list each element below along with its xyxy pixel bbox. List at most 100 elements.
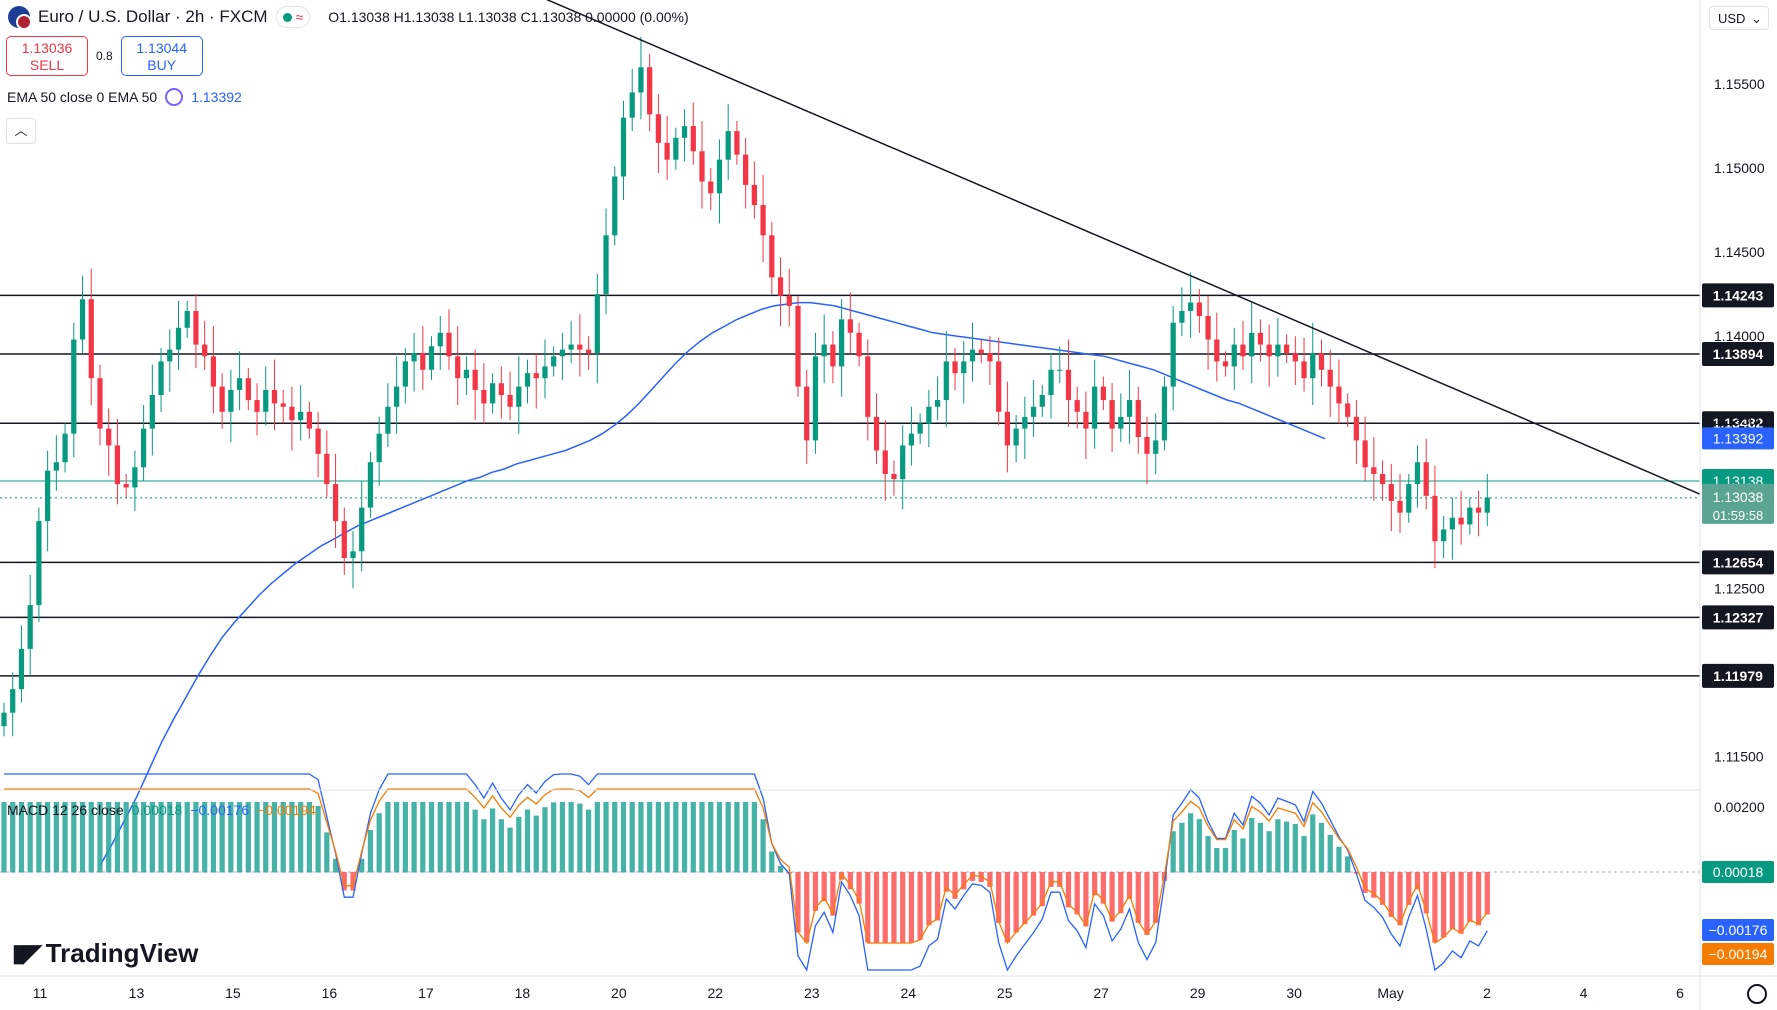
sell-price: 1.13036 <box>21 40 73 56</box>
macd-histogram-bar <box>1292 824 1298 873</box>
candle-body <box>725 131 731 160</box>
macd-histogram-bar <box>158 802 164 873</box>
candle-body <box>1249 332 1255 357</box>
macd-histogram-bar <box>542 807 548 873</box>
candle-body <box>263 389 269 412</box>
candle-body <box>856 332 862 357</box>
macd-histogram-bar <box>1 802 7 873</box>
candle-body <box>961 361 967 374</box>
ema-badge <box>1702 427 1774 450</box>
candle-body <box>996 361 1002 412</box>
candle-body <box>1170 322 1176 387</box>
candle-body <box>1039 395 1045 407</box>
candle-body <box>289 406 295 421</box>
macd-histogram-bar <box>1205 836 1211 873</box>
candle-body <box>655 114 662 143</box>
macd-histogram-bar <box>236 802 243 873</box>
candle-body <box>219 386 225 412</box>
currency-selector[interactable]: USD ⌄ <box>1709 6 1769 30</box>
macd-histogram-bar <box>36 802 42 873</box>
candle-body <box>847 319 853 333</box>
macd-histogram-bar <box>1449 872 1455 929</box>
price-tick-label: 1.14500 <box>1714 244 1765 260</box>
ema-badge-label: 1.13392 <box>1713 430 1764 446</box>
refresh-icon[interactable] <box>165 88 184 106</box>
macd-histogram-bar <box>88 802 94 873</box>
trade-panel: 1.13036 SELL 0.8 1.13044 BUY <box>6 36 203 76</box>
macd-line <box>4 773 1488 972</box>
macd-histogram-bar <box>367 830 374 873</box>
candle-body <box>1327 369 1333 387</box>
tradingview-logo[interactable]: ▮◤ TradingView <box>12 938 198 969</box>
macd-histogram-bar <box>1144 872 1150 935</box>
level-badge <box>1702 341 1774 366</box>
macd-histogram-bar <box>489 808 496 873</box>
candle-body <box>1092 386 1098 429</box>
candle-body <box>1 712 7 727</box>
candle-body <box>402 361 408 387</box>
macd-histogram-bar <box>516 816 522 873</box>
macd-histogram-bar <box>1100 872 1106 904</box>
macd-histogram-bar <box>969 872 976 881</box>
macd-histogram-bar <box>289 802 295 873</box>
macd-histogram-bar <box>638 802 644 873</box>
candle-body <box>140 428 147 468</box>
macd-histogram-bar <box>498 819 504 873</box>
macd-histogram-bar <box>402 802 408 873</box>
candle-body <box>873 416 880 451</box>
tradingview-mark-icon: ▮◤ <box>12 940 42 967</box>
macd-histogram-bar <box>917 872 923 940</box>
macd-histogram-bar <box>655 802 662 873</box>
candle-body <box>193 310 199 345</box>
macd-signal-value: −0.00194 <box>257 802 316 818</box>
macd-histogram-bar <box>27 802 33 873</box>
macd-histogram-bar <box>202 802 208 873</box>
macd-histogram-bar <box>79 802 86 873</box>
candle-body <box>1388 484 1394 501</box>
candle-body <box>1257 332 1264 345</box>
buy-button[interactable]: 1.13044 BUY <box>120 36 203 76</box>
candle-body <box>71 339 77 434</box>
macd-histogram-bar <box>45 802 51 873</box>
macd-badge <box>1702 919 1774 941</box>
candle-body <box>865 356 871 417</box>
level-badge <box>1702 663 1774 688</box>
candle-body <box>1196 302 1202 316</box>
candle-body <box>428 346 435 370</box>
candle-body <box>1414 462 1421 485</box>
candle-body <box>1205 316 1211 340</box>
macd-histogram-bar <box>1240 838 1246 873</box>
time-tick-label: 29 <box>1190 985 1206 1001</box>
settings-icon[interactable] <box>1747 984 1767 1004</box>
candle-body <box>367 462 374 508</box>
macd-histogram-bar <box>1467 872 1473 922</box>
candle-body <box>690 126 696 152</box>
macd-histogram-bar <box>1327 834 1333 873</box>
macd-histogram-bar <box>210 802 217 873</box>
level-badge <box>1702 550 1774 575</box>
collapse-legend-button[interactable]: ︿ <box>6 118 36 144</box>
candle-body <box>1118 416 1124 429</box>
candle-body <box>603 235 609 295</box>
candle-body <box>629 92 635 118</box>
macd-histogram-bar <box>1135 872 1141 923</box>
candle-body <box>1179 310 1185 323</box>
time-tick-label: 23 <box>804 985 820 1001</box>
candle-body <box>36 521 42 606</box>
sell-button[interactable]: 1.13036 SELL <box>6 36 88 76</box>
macd-histogram-bar <box>699 802 705 873</box>
macd-legend[interactable]: MACD 12 26 close 0.00018 −0.00176 −0.001… <box>7 802 316 818</box>
macd-badge-label: −0.00194 <box>1709 946 1768 962</box>
candle-body <box>394 386 400 407</box>
macd-histogram-bar <box>524 809 531 873</box>
candle-body <box>987 352 993 362</box>
symbol-title[interactable]: Euro / U.S. Dollar · 2h · FXCM <box>38 7 268 26</box>
ema-legend[interactable]: EMA 50 close 0 EMA 50 1.13392 <box>7 88 242 106</box>
market-status-pill[interactable]: ≈ <box>275 6 311 28</box>
candle-body <box>1423 462 1429 496</box>
candle-body <box>612 176 618 236</box>
candle-body <box>751 184 757 206</box>
price-tick-label: 1.11500 <box>1714 748 1764 764</box>
candle-body <box>821 344 827 357</box>
